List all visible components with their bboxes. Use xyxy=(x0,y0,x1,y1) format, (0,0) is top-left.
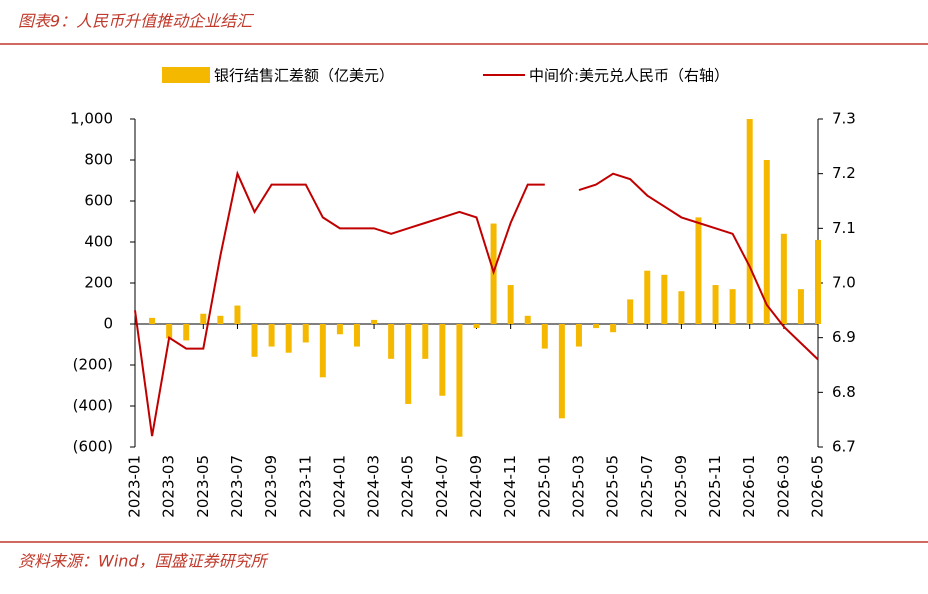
bar xyxy=(149,317,156,324)
source-note: 资料来源：Wind，国盛证券研究所 xyxy=(18,552,270,571)
x-tick-label: 2024-09 xyxy=(467,455,485,518)
bar xyxy=(302,324,309,343)
bar xyxy=(661,274,668,324)
y-tick-label: 200 xyxy=(84,274,113,292)
bar xyxy=(593,324,600,329)
x-tick-label: 2025-05 xyxy=(604,455,622,518)
bar xyxy=(319,324,326,378)
bar xyxy=(644,270,651,324)
bar xyxy=(541,324,548,349)
x-tick-label: 2023-01 xyxy=(126,455,144,518)
bar xyxy=(405,324,412,404)
legend-label: 银行结售汇差额（亿美元） xyxy=(214,67,394,85)
bar xyxy=(371,319,378,324)
x-tick-label: 2024-05 xyxy=(399,455,417,518)
x-tick-label: 2025-09 xyxy=(672,455,690,518)
bar xyxy=(439,324,446,396)
y-tick-label: (400) xyxy=(73,397,113,415)
x-tick-label: 2023-05 xyxy=(194,455,212,518)
x-tick-label: 2026-01 xyxy=(740,455,758,518)
x-tick-label: 2026-05 xyxy=(809,455,827,518)
y-tick-label: 600 xyxy=(84,192,113,210)
bar xyxy=(695,217,702,324)
bar xyxy=(712,285,719,324)
bar xyxy=(815,239,821,324)
x-tick-label: 2025-01 xyxy=(535,455,553,518)
bar xyxy=(575,324,582,347)
bar xyxy=(234,305,241,324)
y-tick-label: 400 xyxy=(84,233,113,251)
legend-swatch xyxy=(162,67,210,83)
legend-label: 中间价:美元兑人民币（右轴） xyxy=(529,67,729,85)
y2-tick-label: 7.1 xyxy=(832,219,856,237)
y-tick-label: (600) xyxy=(73,438,113,456)
bar xyxy=(268,324,275,347)
y-tick-label: (200) xyxy=(73,356,113,374)
y-tick-label: 0 xyxy=(103,315,113,333)
bar xyxy=(780,233,787,324)
bar xyxy=(473,324,480,329)
bar xyxy=(200,313,207,324)
y2-tick-label: 6.8 xyxy=(832,383,856,401)
bar xyxy=(797,289,804,324)
x-tick-label: 2023-07 xyxy=(228,455,246,518)
y2-tick-label: 6.9 xyxy=(832,328,856,346)
bar xyxy=(763,160,770,324)
x-tick-label: 2023-03 xyxy=(160,455,178,518)
bar xyxy=(388,324,395,359)
bar xyxy=(456,324,463,437)
y2-tick-label: 7.0 xyxy=(832,274,856,292)
x-tick-label: 2025-11 xyxy=(706,455,724,518)
x-tick-label: 2024-07 xyxy=(433,455,451,518)
bar xyxy=(353,324,360,347)
bar xyxy=(336,324,343,335)
y-tick-label: 800 xyxy=(84,151,113,169)
bar xyxy=(746,119,753,324)
line xyxy=(578,172,819,361)
bar xyxy=(166,324,173,339)
x-tick-label: 2025-07 xyxy=(638,455,656,518)
bar xyxy=(285,324,292,353)
x-tick-label: 2023-11 xyxy=(296,455,314,518)
y2-tick-label: 7.3 xyxy=(832,110,856,128)
bar xyxy=(507,285,514,324)
bar xyxy=(251,324,258,357)
x-tick-label: 2024-01 xyxy=(330,455,348,518)
bar xyxy=(729,289,736,324)
bar xyxy=(558,324,565,419)
line xyxy=(134,170,545,437)
y2-tick-label: 6.7 xyxy=(832,438,856,456)
bar xyxy=(610,324,617,333)
bar xyxy=(678,291,685,324)
x-tick-label: 2024-11 xyxy=(501,455,519,518)
bar xyxy=(524,315,531,324)
bar xyxy=(183,324,190,341)
chart-title: 图表9：人民币升值推动企业结汇 xyxy=(18,12,255,31)
x-tick-label: 2025-03 xyxy=(569,455,587,518)
bar xyxy=(627,299,634,324)
bar xyxy=(422,324,429,359)
y2-tick-label: 7.2 xyxy=(832,164,856,182)
bar xyxy=(217,315,224,324)
x-tick-label: 2023-09 xyxy=(262,455,280,518)
x-tick-label: 2024-03 xyxy=(365,455,383,518)
y-tick-label: 1,000 xyxy=(70,110,113,128)
x-tick-label: 2026-03 xyxy=(774,455,792,518)
